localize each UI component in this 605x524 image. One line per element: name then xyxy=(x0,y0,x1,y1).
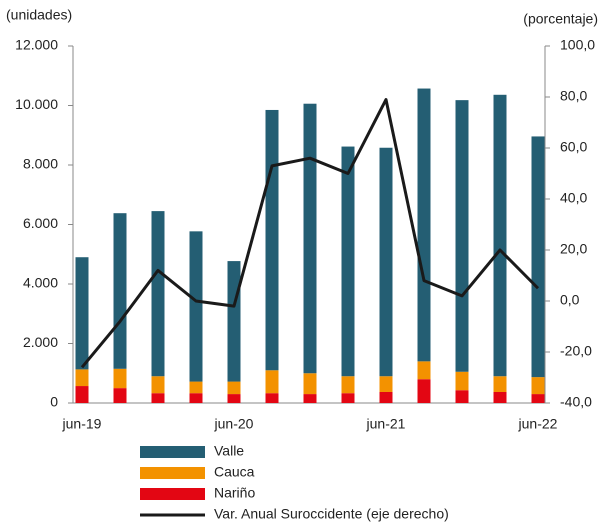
bar xyxy=(113,388,127,403)
y2-axis-label: (porcentaje) xyxy=(523,11,598,27)
bar xyxy=(265,109,279,371)
bar xyxy=(265,393,279,403)
y2-tick-label: 20,0 xyxy=(560,241,587,257)
bar xyxy=(227,394,241,403)
y2-tick-label: 60,0 xyxy=(560,139,587,155)
bar xyxy=(455,390,469,403)
bar xyxy=(151,211,165,377)
bar xyxy=(303,103,317,374)
x-tick-label: jun-19 xyxy=(62,416,102,432)
legend-swatch xyxy=(140,467,205,479)
legend-label: Cauca xyxy=(214,464,255,480)
bar xyxy=(455,100,469,372)
y-tick-label: 12.000 xyxy=(15,37,58,53)
bar xyxy=(189,381,203,394)
y-tick-label: 10.000 xyxy=(15,96,58,112)
y2-tick-label: 100,0 xyxy=(560,37,595,53)
legend-swatch xyxy=(140,488,205,500)
y2-tick-label: -20,0 xyxy=(560,343,592,359)
bar xyxy=(493,391,507,403)
bar xyxy=(303,394,317,403)
bar xyxy=(379,147,393,377)
bar xyxy=(379,391,393,403)
bar xyxy=(227,381,241,395)
bar xyxy=(227,261,241,382)
y-tick-label: 2.000 xyxy=(23,334,58,350)
bar xyxy=(75,257,89,370)
bar xyxy=(493,94,507,377)
y2-tick-label: 0,0 xyxy=(560,292,580,308)
y2-tick-label: 80,0 xyxy=(560,88,587,104)
bar xyxy=(303,373,317,395)
bar xyxy=(151,393,165,403)
y2-tick-label: -40,0 xyxy=(560,394,592,410)
bar xyxy=(417,379,431,403)
y2-tick-label: 40,0 xyxy=(560,190,587,206)
bar xyxy=(75,369,89,387)
bar xyxy=(189,393,203,403)
bar xyxy=(265,370,279,394)
legend-label: Valle xyxy=(214,443,244,459)
y-axis-label: (unidades) xyxy=(6,7,72,23)
bar xyxy=(341,393,355,403)
bar xyxy=(493,376,507,392)
y-tick-label: 4.000 xyxy=(23,275,58,291)
bar xyxy=(341,146,355,377)
legend-label: Nariño xyxy=(214,485,255,501)
bar xyxy=(455,371,469,391)
bar xyxy=(417,88,431,362)
y-tick-label: 6.000 xyxy=(23,215,58,231)
bar xyxy=(113,368,127,389)
bar xyxy=(341,376,355,394)
y-tick-label: 8.000 xyxy=(23,156,58,172)
bar xyxy=(75,386,89,403)
bar xyxy=(417,361,431,380)
line-series xyxy=(80,98,540,369)
bar xyxy=(531,377,545,395)
bar xyxy=(531,394,545,403)
bar xyxy=(113,213,127,369)
x-tick-label: jun-20 xyxy=(214,416,254,432)
x-tick-label: jun-22 xyxy=(518,416,558,432)
legend-swatch xyxy=(140,446,205,458)
legend-label: Var. Anual Suroccidente (eje derecho) xyxy=(214,506,449,522)
y-tick-label: 0 xyxy=(50,394,58,410)
bar xyxy=(531,136,545,378)
bar xyxy=(151,376,165,394)
bar xyxy=(379,376,393,392)
bar xyxy=(189,231,203,382)
x-tick-label: jun-21 xyxy=(366,416,406,432)
